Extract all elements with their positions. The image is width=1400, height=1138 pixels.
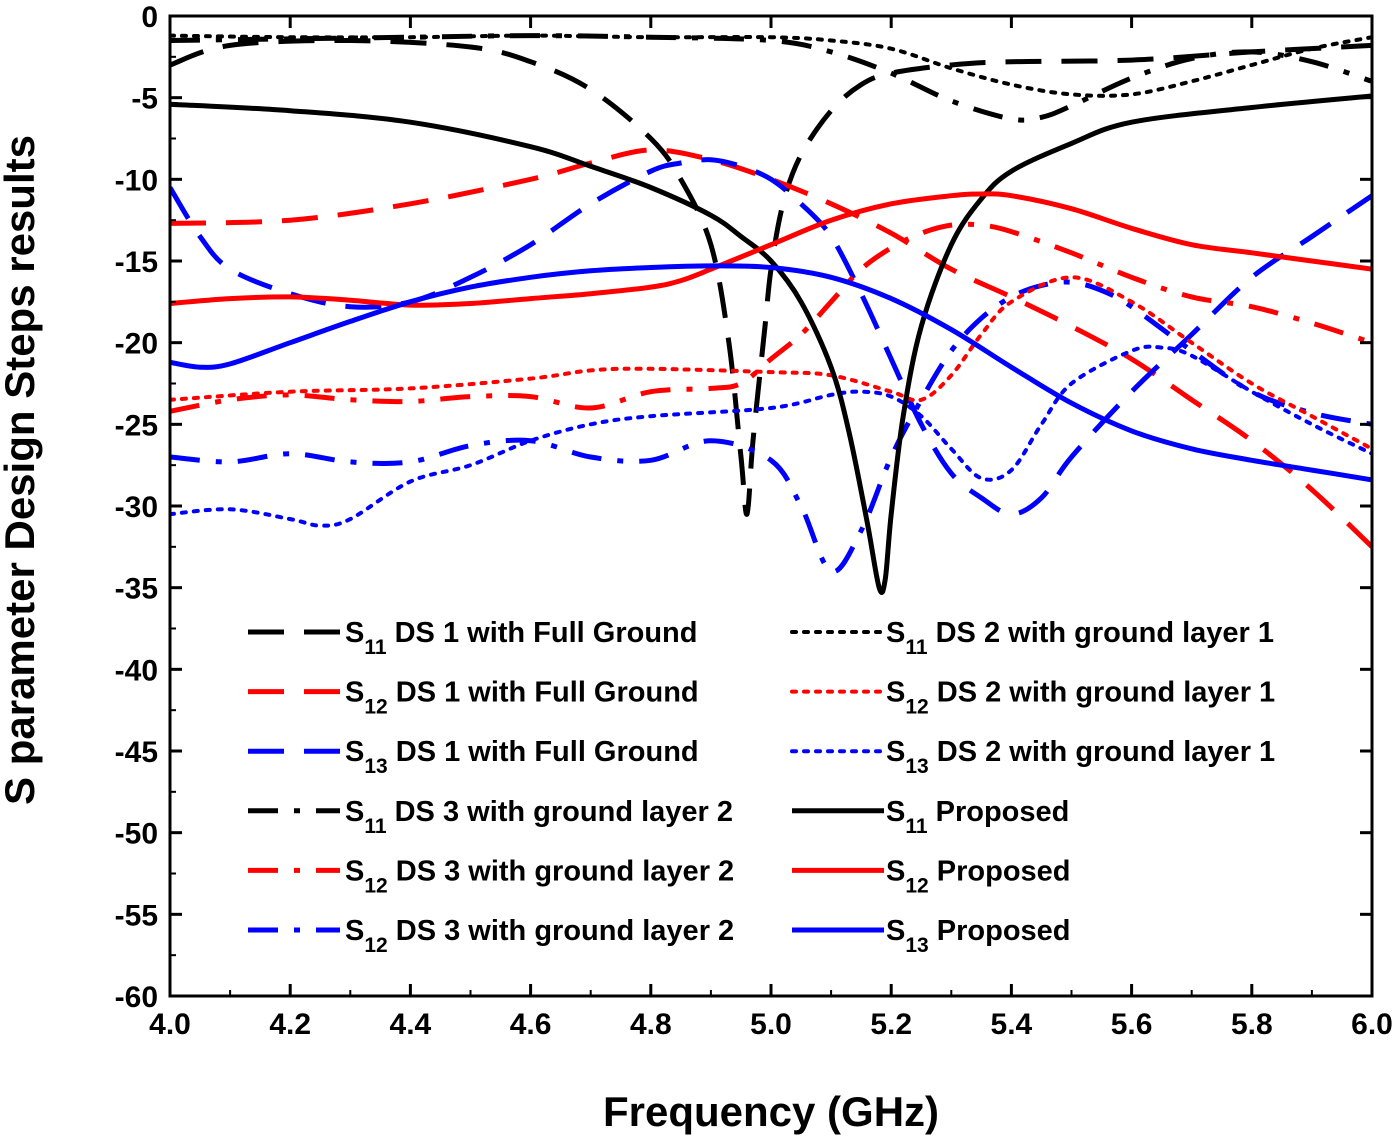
series-line-5: [170, 279, 1372, 575]
legend-label: S11 DS 1 with Full Ground: [345, 617, 697, 659]
y-tick-label: -30: [115, 491, 158, 524]
series-line-8: [170, 344, 1372, 528]
x-tick-label: 4.0: [149, 1008, 191, 1041]
y-tick-label: -20: [115, 328, 158, 361]
x-tick-label: 4.8: [630, 1008, 672, 1041]
legend-entry-5: S12 DS 3 with ground layer 2: [248, 915, 734, 957]
legend-label: S13 DS 2 with ground layer 1: [886, 736, 1275, 778]
x-tick-label: 4.4: [390, 1008, 432, 1041]
legend-entry-8: S13 DS 2 with ground layer 1: [790, 736, 1275, 778]
series-line-1: [170, 147, 1372, 549]
x-tick-label: 5.4: [991, 1008, 1033, 1041]
y-tick-label: -10: [115, 164, 158, 197]
y-axis-title: S parameter Design Steps results: [0, 135, 43, 805]
legend-label: S11 Proposed: [886, 796, 1069, 838]
x-tick-label: 5.8: [1231, 1008, 1273, 1041]
axis-ticks: 4.0 4.2 4.4 4.6 4.8 5.0 5.2 5.4 5.6 5.8 6.0 0 -5 -10 -…: [115, 1, 1393, 1041]
legend-label: S12 Proposed: [886, 855, 1071, 897]
legend-entry-3: S11 DS 3 with ground layer 2: [248, 796, 733, 838]
series-lines: [170, 33, 1372, 596]
legend-entry-6: S11 DS 2 with ground layer 1: [790, 617, 1274, 659]
series-line-3: [170, 33, 1372, 123]
series-line-11: [170, 263, 1372, 483]
x-tick-label: 5.6: [1111, 1008, 1153, 1041]
x-tick-label: 5.2: [870, 1008, 912, 1041]
y-tick-label: -40: [115, 654, 158, 687]
series-line-7: [170, 275, 1372, 451]
series-line-4: [170, 221, 1372, 414]
x-tick-label: 4.6: [510, 1008, 552, 1041]
y-tick-label: 0: [141, 1, 158, 34]
series-line-9: [170, 93, 1372, 596]
legend-label: S13 Proposed: [886, 915, 1071, 957]
legend-entry-2: S13 DS 1 with Full Ground: [248, 736, 699, 778]
legend-label: S11 DS 2 with ground layer 1: [886, 617, 1274, 659]
legend-entry-9: S11 Proposed: [792, 796, 1069, 838]
series-line-0: [170, 37, 1372, 517]
legend-label: S11 DS 3 with ground layer 2: [345, 796, 733, 838]
x-axis-title: Frequency (GHz): [603, 1088, 939, 1135]
legend-entry-0: S11 DS 1 with Full Ground: [248, 617, 697, 659]
y-tick-label: -25: [115, 409, 158, 442]
y-tick-label: -15: [115, 246, 158, 279]
x-tick-label: 4.2: [269, 1008, 311, 1041]
legend-label: S13 DS 1 with Full Ground: [345, 736, 699, 778]
legend-label: S12 DS 3 with ground layer 2: [345, 915, 734, 957]
y-tick-label: -45: [115, 736, 158, 769]
legend-entry-11: S13 Proposed: [792, 915, 1071, 957]
legend-entry-10: S12 Proposed: [792, 855, 1071, 897]
y-tick-label: -55: [115, 899, 158, 932]
series-line-6: [170, 33, 1372, 98]
legend-label: S12 DS 3 with ground layer 2: [345, 855, 734, 897]
legend-label: S12 DS 2 with ground layer 1: [886, 677, 1275, 719]
x-tick-label: 5.0: [750, 1008, 792, 1041]
y-tick-label: -50: [115, 818, 158, 851]
legend-entry-1: S12 DS 1 with Full Ground: [248, 677, 699, 719]
y-tick-label: -60: [115, 981, 158, 1014]
plot-frame: [168, 14, 1374, 998]
legend: S11 DS 1 with Full Ground S12 DS 1 with F…: [248, 617, 1275, 957]
y-tick-label: -35: [115, 573, 158, 606]
legend-entry-4: S12 DS 3 with ground layer 2: [248, 855, 734, 897]
legend-label: S12 DS 1 with Full Ground: [345, 677, 699, 719]
x-tick-label: 6.0: [1351, 1008, 1393, 1041]
legend-entry-7: S12 DS 2 with ground layer 1: [790, 677, 1275, 719]
y-tick-label: -5: [131, 83, 158, 116]
